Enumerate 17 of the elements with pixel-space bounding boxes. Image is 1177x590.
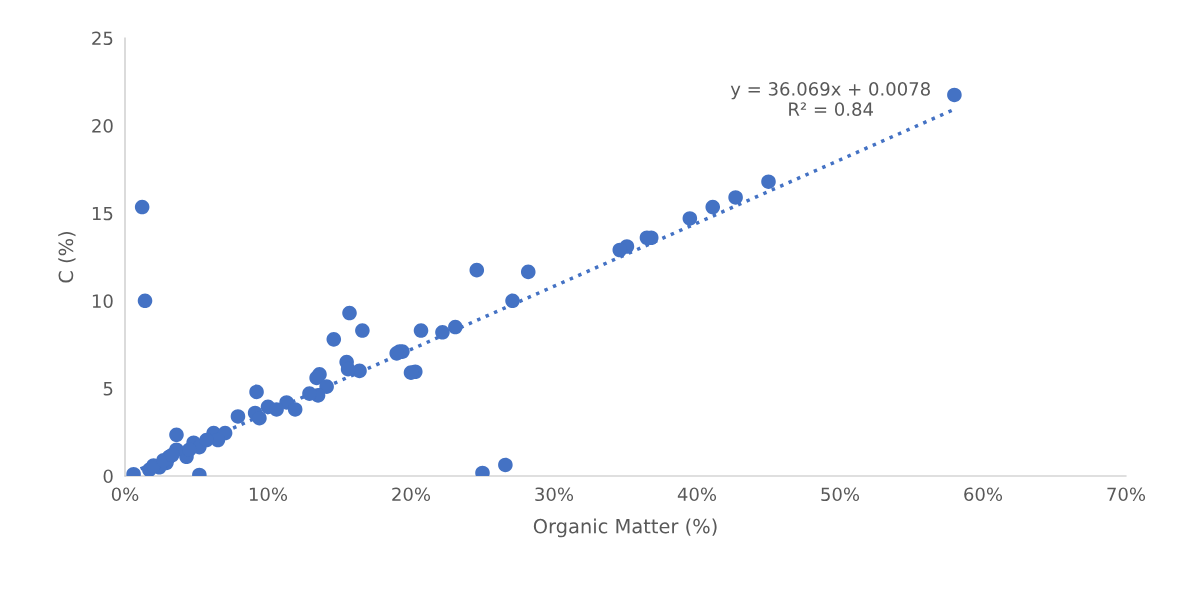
x-axis-title: Organic Matter (%) (533, 518, 717, 538)
x-tick-label: 30% (535, 487, 574, 502)
x-tick-label: 50% (821, 487, 860, 502)
y-tick-label: 5 (103, 382, 113, 396)
y-tick-label: 15 (92, 206, 113, 221)
x-tick-label: 0% (111, 487, 139, 502)
y-tick-label: 0 (103, 469, 113, 484)
x-tick-label: 10% (249, 487, 288, 502)
annotation: y = 36.069x + 0.0078 R² = 0.84 (730, 82, 930, 116)
x-tick-label: 70% (1107, 487, 1146, 502)
y-tick-label: 20 (92, 119, 113, 133)
y-axis-title: C (%) (58, 231, 76, 283)
x-tick-label: 20% (392, 487, 431, 502)
y-tick-label: 25 (92, 31, 113, 46)
x-tick-label: 40% (677, 487, 717, 502)
x-tick-label: 60% (964, 487, 1003, 502)
y-tick-label: 10 (92, 294, 113, 308)
